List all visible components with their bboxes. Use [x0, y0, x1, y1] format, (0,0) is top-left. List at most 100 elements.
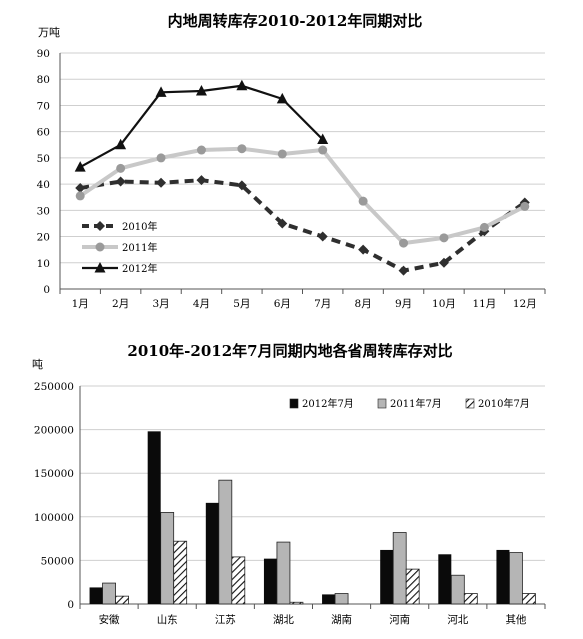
y-axis-unit-label: 吨 — [32, 358, 43, 371]
bar — [205, 502, 219, 604]
data-point — [399, 238, 409, 248]
y-tick-label: 90 — [37, 48, 50, 60]
y-tick-label: 30 — [37, 205, 50, 217]
x-tick-label: 2月 — [112, 298, 129, 310]
legend-label: 2011年 — [122, 241, 157, 254]
data-point — [195, 85, 207, 96]
data-point — [358, 244, 369, 255]
y-tick-label: 60 — [37, 127, 50, 139]
y-tick-label: 10 — [37, 258, 50, 270]
series-line — [79, 178, 526, 273]
x-tick-label: 12月 — [513, 298, 537, 310]
legend-item: 2011年7月 — [377, 397, 442, 410]
chart-title: 内地周转库存2010-2012年同期对比 — [168, 12, 423, 30]
series-line — [79, 146, 526, 246]
bar — [322, 594, 336, 604]
bar — [463, 593, 478, 605]
y-tick-label: 80 — [37, 74, 50, 86]
y-tick-label: 200000 — [34, 425, 74, 437]
bar — [289, 601, 304, 605]
legend-marker — [95, 221, 105, 231]
data-point — [277, 218, 288, 229]
y-tick-label: 100000 — [34, 512, 74, 524]
data-point — [115, 138, 127, 150]
x-tick-label: 9月 — [395, 298, 412, 310]
y-tick-label: 50000 — [41, 555, 74, 567]
x-tick-label: 湖南 — [331, 613, 352, 626]
data-point — [155, 86, 167, 97]
y-tick-label: 250000 — [34, 381, 74, 393]
legend-label: 2010年 — [122, 220, 157, 233]
data-point — [237, 144, 247, 154]
data-point — [74, 161, 86, 172]
bar — [522, 593, 536, 605]
data-point — [317, 133, 329, 145]
data-point — [318, 145, 328, 155]
legend-item: 2012年7月 — [289, 397, 354, 410]
bar — [405, 568, 420, 605]
data-point — [479, 222, 489, 232]
bar — [334, 593, 349, 605]
line-chart-panel: 内地周转库存2010-2012年同期对比 万吨 0 10 20 30 40 50 60 70 80 9… — [37, 12, 546, 310]
bar-chart-panel: 2010年-2012年7月同期内地各省周转库存对比吨 0 50000 100000 15… — [0, 330, 583, 639]
x-tick-label: 安徽 — [99, 613, 120, 626]
legend-item: 2010年 — [82, 220, 157, 233]
x-tick-label: 4月 — [193, 298, 210, 310]
y-tick-label: 20 — [37, 232, 50, 244]
data-point — [439, 233, 449, 243]
legend-marker — [95, 242, 105, 252]
bar — [173, 540, 188, 605]
x-tick-label: 河南 — [389, 613, 410, 626]
y-tick-label: 0 — [67, 599, 74, 611]
x-tick-label: 5月 — [233, 298, 250, 310]
data-point — [75, 183, 86, 194]
bar-series-2010年7月 — [115, 540, 536, 605]
data-point — [196, 145, 206, 155]
data-point — [520, 201, 530, 211]
legend-swatch — [377, 398, 387, 409]
data-point — [156, 153, 166, 163]
data-point — [236, 180, 247, 191]
data-point — [277, 149, 287, 159]
x-tick-label: 6月 — [274, 298, 291, 310]
x-tick-label: 湖北 — [273, 614, 294, 626]
bar — [509, 552, 523, 605]
x-tick-label: 江苏 — [215, 613, 236, 626]
bar — [218, 479, 233, 605]
data-point — [276, 92, 288, 104]
x-tick-label: 10月 — [432, 298, 456, 310]
y-tick-label: 150000 — [34, 468, 74, 480]
bar — [231, 556, 246, 605]
y-tick-label: 70 — [37, 100, 50, 112]
data-point — [236, 79, 248, 91]
bar — [380, 549, 394, 604]
bar — [450, 574, 465, 605]
legend-label: 2011年7月 — [390, 397, 442, 410]
x-tick-label: 其他 — [505, 613, 526, 626]
legend-label: 2012年 — [122, 262, 157, 275]
x-tick-label: 1月 — [72, 298, 89, 310]
bar — [89, 587, 103, 604]
bar — [263, 558, 277, 604]
x-tick-label: 河北 — [447, 614, 468, 626]
y-axis-unit-label: 万吨 — [38, 26, 60, 39]
chart-title: 2010年-2012年7月同期内地各省周转库存对比 — [127, 342, 452, 360]
legend-item: 2010年7月 — [465, 397, 530, 410]
data-point — [75, 191, 85, 201]
y-tick-label: 0 — [43, 284, 50, 296]
legend-swatch — [289, 398, 299, 409]
legend-swatch — [465, 398, 475, 409]
bar-series-2012年7月 — [89, 431, 510, 604]
bar-series-2011年7月 — [102, 479, 523, 605]
series-2011年 — [75, 144, 530, 248]
data-point — [438, 257, 449, 268]
bar — [147, 431, 161, 604]
bar — [276, 541, 291, 605]
x-tick-label: 11月 — [472, 298, 496, 310]
bar — [392, 532, 407, 605]
x-tick-label: 8月 — [355, 298, 372, 310]
data-point — [196, 175, 207, 186]
data-point — [156, 177, 167, 188]
